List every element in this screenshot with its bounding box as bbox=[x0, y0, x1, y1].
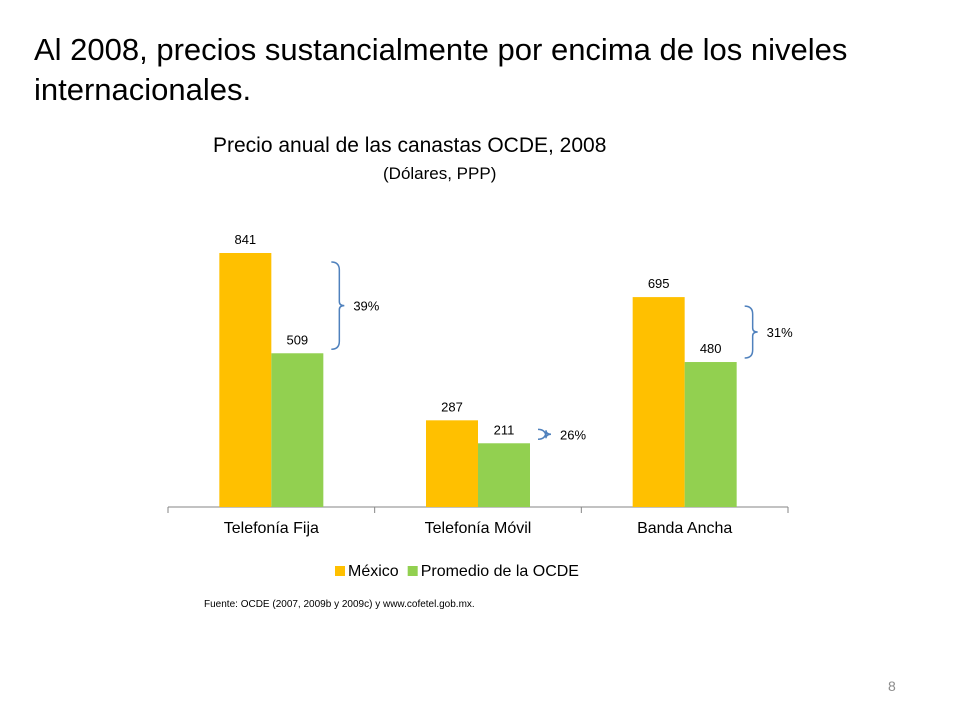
bar-mexico bbox=[219, 253, 272, 507]
x-tick-label: Banda Ancha bbox=[637, 520, 732, 537]
page-number: 8 bbox=[888, 678, 896, 694]
bar-mexico bbox=[426, 420, 478, 507]
legend-label: Promedio de la OCDE bbox=[421, 563, 579, 580]
difference-bracket bbox=[537, 428, 552, 441]
source-note: Fuente: OCDE (2007, 2009b y 2009c) y www… bbox=[204, 599, 475, 610]
data-label: 841 bbox=[234, 232, 256, 247]
data-label: 480 bbox=[700, 341, 722, 356]
data-label: 287 bbox=[441, 399, 463, 414]
x-tick-label: Telefonía Fija bbox=[224, 520, 319, 537]
bar-ocde bbox=[684, 362, 737, 507]
difference-bracket bbox=[331, 261, 345, 351]
data-label: 509 bbox=[286, 332, 308, 347]
data-label: 211 bbox=[494, 422, 515, 437]
legend-swatch bbox=[335, 566, 345, 576]
difference-label: 31% bbox=[767, 325, 793, 340]
bar-ocde bbox=[478, 443, 530, 507]
bar-mexico bbox=[632, 297, 685, 507]
slide-title: Al 2008, precios sustancialmente por enc… bbox=[34, 32, 848, 107]
legend-label: México bbox=[348, 563, 399, 580]
difference-label: 26% bbox=[560, 427, 586, 442]
legend-swatch bbox=[407, 566, 418, 576]
difference-bracket bbox=[744, 305, 758, 359]
x-tick-label: Telefonía Móvil bbox=[425, 520, 532, 537]
chart-subtitle: (Dólares, PPP) bbox=[383, 164, 497, 183]
bar-ocde bbox=[271, 353, 324, 507]
difference-label: 39% bbox=[353, 299, 379, 314]
chart-title: Precio anual de las canastas OCDE, 2008 bbox=[213, 134, 607, 157]
data-label: 695 bbox=[648, 276, 670, 291]
